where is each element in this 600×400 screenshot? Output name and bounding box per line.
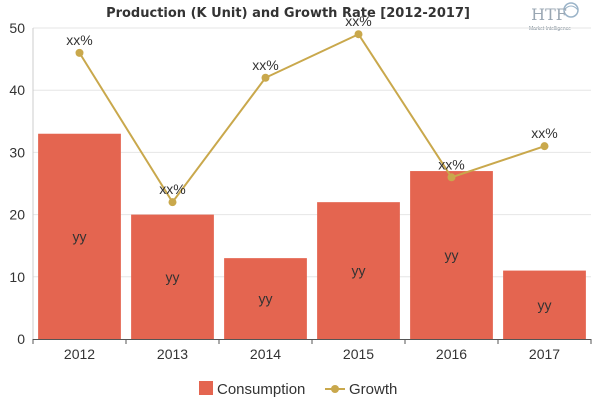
bar-data-label: yy — [352, 263, 366, 279]
x-tick-label: 2015 — [343, 346, 374, 362]
bar — [317, 202, 400, 339]
growth-point — [261, 73, 270, 82]
gridlines — [33, 27, 591, 278]
bar-data-label: yy — [445, 247, 459, 263]
logo-arc — [563, 5, 579, 11]
y-tick-label: 20 — [9, 207, 25, 223]
line-data-label: xx% — [159, 181, 185, 197]
legend: Consumption Growth — [199, 381, 397, 398]
bar-data-label: yy — [259, 291, 273, 307]
legend-label-growth: Growth — [349, 381, 397, 398]
bar-data-label: yy — [166, 269, 180, 285]
growth-line — [78, 32, 545, 204]
x-tick-label: 2012 — [64, 346, 95, 362]
y-tick-label: 0 — [17, 331, 25, 347]
x-tick-label: 2013 — [157, 346, 188, 362]
bar — [224, 258, 307, 339]
line-series — [75, 30, 549, 207]
logo-subtext: Market Intelligence — [529, 26, 571, 32]
y-tick-label: 40 — [9, 82, 25, 98]
growth-point — [75, 48, 84, 57]
bar — [38, 133, 121, 339]
data-labels: yy yy yy yy yy yy xx% xx% xx% xx% xx% xx% — [66, 13, 557, 313]
growth-point — [168, 198, 177, 207]
bar — [410, 171, 493, 339]
growth-point — [540, 142, 549, 151]
y-tick-label: 30 — [9, 144, 25, 160]
axes: 0 10 20 30 40 50 2012 2013 2014 2015 2016 2017 — [9, 20, 592, 362]
x-tick-label: 2017 — [529, 346, 560, 362]
legend-swatch-consumption — [199, 381, 213, 395]
chart-title: Production (K Unit) and Growth Rate [201… — [106, 6, 470, 21]
bar — [131, 214, 214, 339]
y-tick-label: 10 — [9, 269, 25, 285]
bar-data-label: yy — [73, 228, 87, 244]
logo-text: HTF — [531, 5, 567, 24]
bar-data-label: yy — [538, 297, 552, 313]
legend-marker-growth — [331, 385, 339, 393]
line-data-label: xx% — [345, 13, 371, 29]
y-tick-label: 50 — [9, 20, 25, 36]
bar-series — [38, 133, 586, 339]
line-data-label: xx% — [438, 156, 464, 172]
legend-label-consumption: Consumption — [217, 381, 305, 398]
x-tick-label: 2016 — [436, 346, 467, 362]
line-data-label: xx% — [531, 125, 557, 141]
line-data-label: xx% — [252, 57, 278, 73]
htf-logo: HTF Market Intelligence — [529, 2, 579, 32]
bar — [503, 270, 586, 339]
line-data-label: xx% — [66, 32, 92, 48]
growth-point — [447, 173, 456, 182]
x-tick-label: 2014 — [250, 346, 281, 362]
growth-point — [354, 30, 363, 39]
